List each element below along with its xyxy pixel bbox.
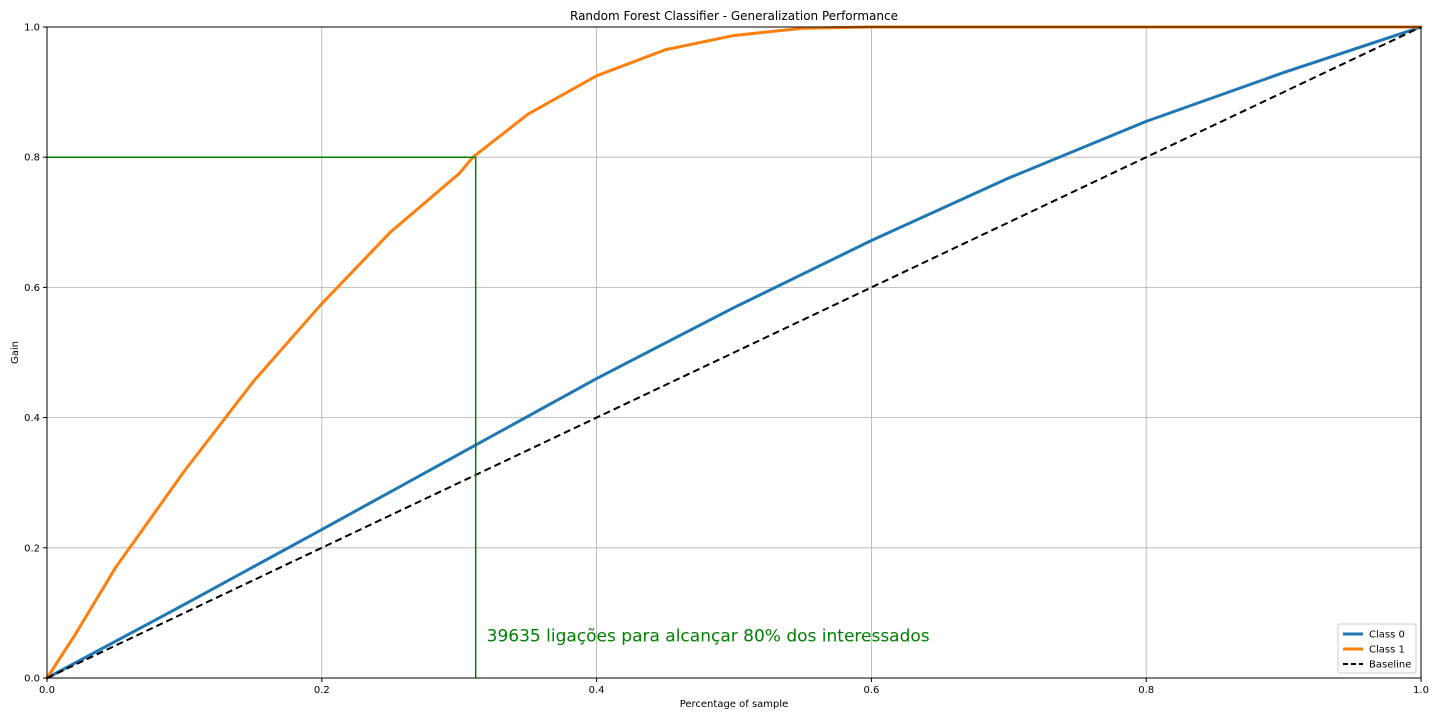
legend-label-baseline: Baseline — [1369, 660, 1411, 671]
annotations: 39635 ligações para alcançar 80% dos int… — [47, 156, 930, 678]
x-axis-title: Percentage of sample — [680, 699, 789, 710]
x-tick-label-3: 0.6 — [863, 685, 879, 696]
y-axis-title: Gain — [10, 341, 21, 364]
legend-box — [1337, 623, 1417, 674]
annotation-text: 39635 ligações para alcançar 80% dos int… — [487, 626, 930, 646]
x-tick-label-0: 0.0 — [39, 685, 55, 696]
x-tick-label-2: 0.4 — [589, 685, 605, 696]
axis-ticks: 0.0 0.2 0.4 0.6 0.8 1.0 0.0 0.2 0.4 0.6 0.8 1.0 — [24, 23, 1429, 697]
x-tick-label-1: 0.2 — [314, 685, 330, 696]
y-tick-label-0: 0.0 — [24, 674, 40, 685]
plot-frame — [46, 26, 1422, 679]
legend: Class 0 Class 1 Baseline — [1337, 623, 1417, 674]
chart-title: Random Forest Classifier - Generalizatio… — [570, 9, 898, 23]
series-line-baseline — [46, 26, 1422, 679]
series-lines — [45, 25, 1423, 680]
y-tick-label-5: 1.0 — [24, 23, 40, 34]
series-line-class-1 — [45, 25, 1423, 680]
legend-label-class-0: Class 0 — [1369, 630, 1405, 641]
x-tick-label-5: 1.0 — [1413, 685, 1429, 696]
y-tick-label-3: 0.6 — [24, 283, 40, 294]
x-tick-label-4: 0.8 — [1138, 685, 1154, 696]
legend-label-class-1: Class 1 — [1369, 645, 1405, 656]
series-line-class-0 — [45, 25, 1423, 680]
y-tick-label-2: 0.4 — [24, 413, 40, 424]
y-tick-label-1: 0.2 — [24, 543, 40, 554]
y-tick-label-4: 0.8 — [24, 153, 40, 164]
